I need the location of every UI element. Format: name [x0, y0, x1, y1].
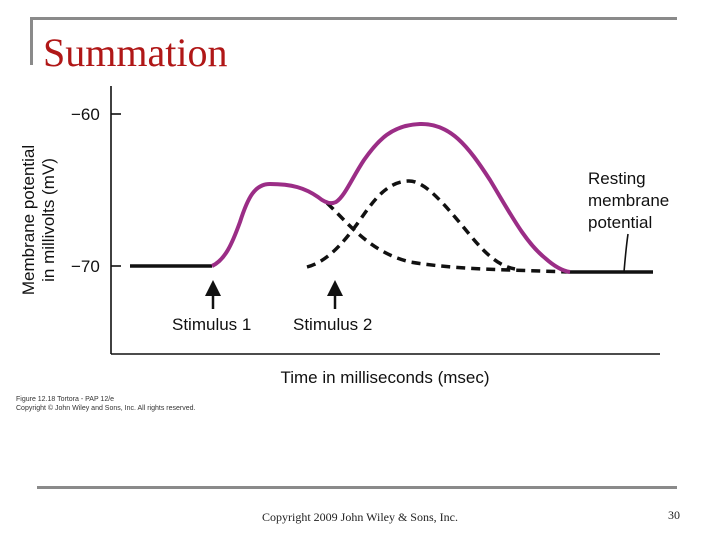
resting-label-line3: potential: [588, 213, 652, 232]
slide-title-text: Summation: [43, 30, 232, 75]
footer-copyright: Copyright 2009 John Wiley & Sons, Inc.: [262, 510, 458, 524]
stimulus-1-individual-curve: [325, 201, 571, 274]
y-tick-label-bottom: −70: [71, 257, 100, 276]
resting-label-line1: Resting: [588, 169, 646, 188]
figure-caption-line1: Figure 12.18 Tortora - PAP 12/e: [16, 396, 115, 403]
x-axis-label: Time in milliseconds (msec): [280, 368, 489, 387]
stimulus-1-label: Stimulus 1: [172, 315, 251, 334]
y-tick-label-top: −60: [71, 105, 100, 124]
slide-frame-bottom: [37, 486, 677, 489]
summed-potential-curve: [211, 121, 571, 274]
slide-frame-top: [30, 17, 677, 20]
slide-frame-left: [30, 17, 33, 65]
stimulus-2-arrow: [327, 280, 343, 309]
figure-caption-line2: Copyright © John Wiley and Sons, Inc. Al…: [16, 405, 196, 412]
y-axis-label-line2: in millivolts (mV): [39, 158, 58, 282]
slide-title: Summation: [43, 30, 232, 76]
resting-label-line2: membrane: [588, 191, 669, 210]
stimulus-1-arrow: [205, 280, 221, 309]
page-number: 30: [668, 508, 680, 522]
resting-label-pointer: [623, 233, 629, 273]
stimulus-2-label: Stimulus 2: [293, 315, 372, 334]
y-axis-label-line1: Membrane potential: [19, 145, 38, 295]
stimulus-2-individual-curve: [306, 179, 516, 271]
